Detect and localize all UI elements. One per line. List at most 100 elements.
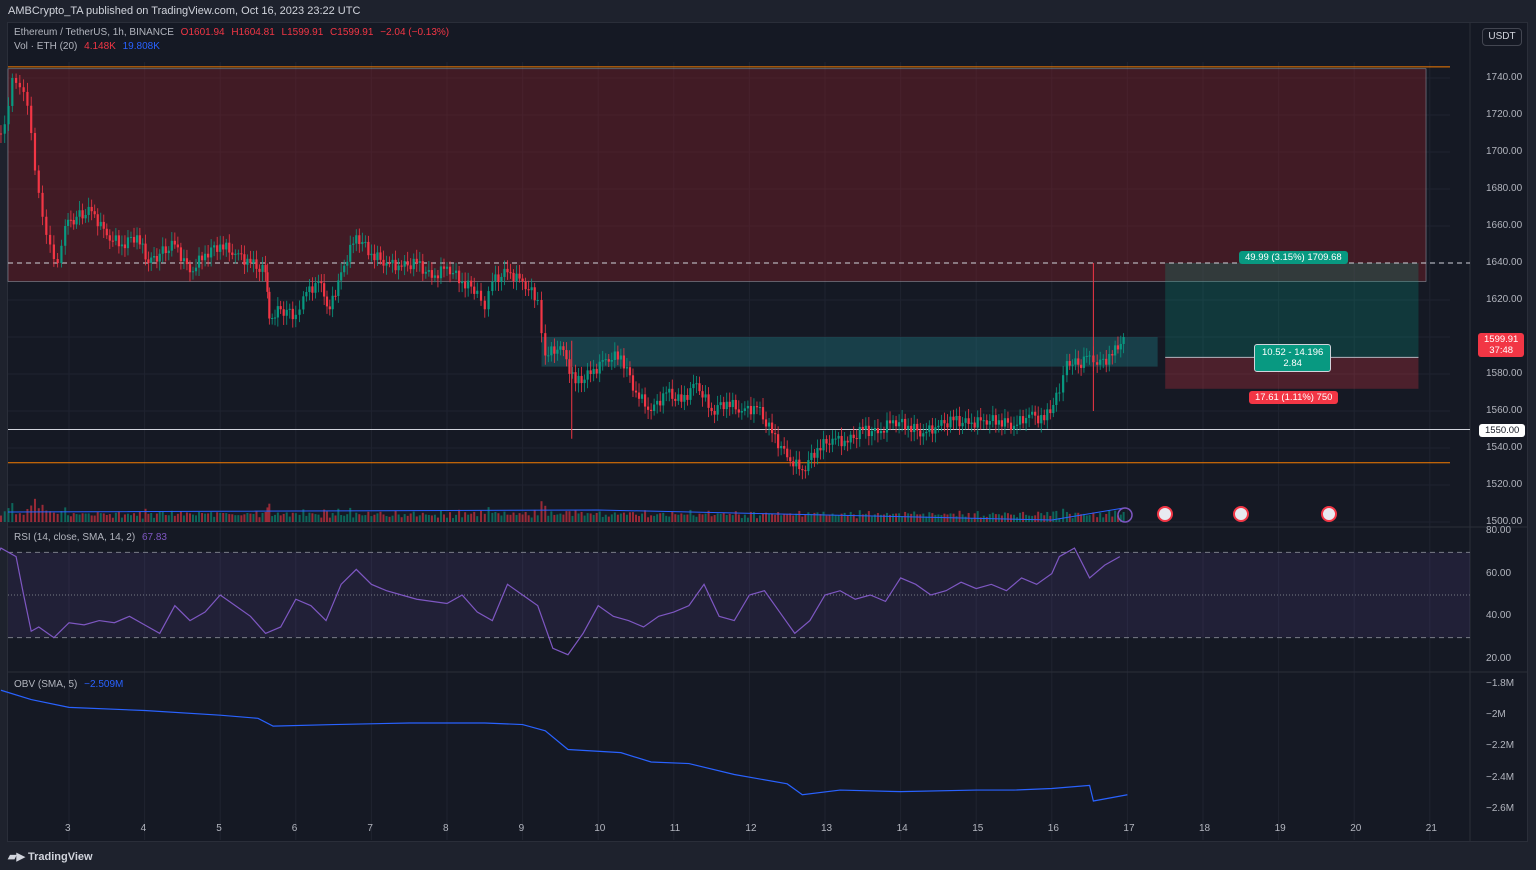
volume-bar — [311, 513, 314, 522]
volume-bar — [308, 512, 311, 522]
tv-icon: ▰▶ — [8, 851, 28, 863]
volume-bar — [577, 513, 580, 522]
candle-body — [464, 281, 467, 289]
volume-bar — [198, 512, 201, 522]
rsi-label[interactable]: RSI (14, close, SMA, 14, 2) — [14, 532, 136, 543]
volume-bar — [15, 514, 18, 522]
candle-body — [764, 419, 768, 427]
volume-bar — [237, 515, 240, 522]
volume-bar — [436, 517, 439, 522]
volume-bar — [595, 512, 598, 522]
candle-body — [904, 418, 907, 430]
price-axis-label: 1700.00 — [1486, 146, 1523, 157]
candle-body — [18, 82, 21, 88]
candle-body — [483, 300, 486, 310]
candle-body — [249, 258, 252, 263]
volume-bar — [3, 511, 6, 522]
candle-body — [777, 434, 780, 449]
volume-bar — [755, 518, 758, 522]
candle-body — [311, 286, 314, 293]
volume-bar — [497, 513, 500, 522]
obv-label[interactable]: OBV (SMA, 5) — [14, 679, 78, 690]
volume-bar — [317, 514, 320, 522]
candle-body — [662, 393, 665, 406]
volume-bar — [442, 514, 445, 522]
volume-bar — [1022, 511, 1025, 522]
candle-body — [834, 438, 837, 440]
candle-body — [925, 431, 928, 434]
candle-body — [701, 391, 704, 398]
volume-bar — [1003, 512, 1006, 522]
price-axis-label: 1520.00 — [1486, 479, 1523, 490]
position-info-label[interactable]: 10.52 - 14.196 2.84 — [1254, 344, 1332, 372]
volume-bar — [126, 513, 129, 522]
candle-body — [144, 243, 147, 260]
candle-body — [379, 252, 382, 260]
chart-area[interactable] — [7, 22, 1528, 842]
tradingview-logo[interactable]: ▰▶ TradingView — [8, 850, 93, 863]
candle-body — [391, 259, 394, 264]
candle-body — [792, 461, 795, 467]
volume-bar — [783, 513, 786, 522]
candle-body — [758, 407, 762, 409]
candle-body — [671, 388, 674, 399]
candle-body — [194, 267, 198, 272]
candle-body — [852, 434, 855, 439]
volume-bar — [26, 509, 29, 522]
candle-body — [479, 290, 483, 301]
rsi-axis-label: 80.00 — [1486, 525, 1512, 536]
candle-body — [72, 219, 75, 225]
volume-bar — [598, 511, 601, 522]
volume-bar — [52, 512, 55, 522]
volume-bar — [268, 503, 271, 522]
volume-label[interactable]: Vol · ETH (20) — [14, 41, 78, 52]
volume-bar — [30, 505, 33, 522]
volume-bar — [33, 498, 36, 522]
candle-body — [518, 273, 521, 279]
candle-body — [264, 264, 267, 273]
candle-body — [625, 367, 629, 369]
candle-body — [228, 242, 231, 253]
volume-bar — [409, 513, 412, 522]
candle-body — [1088, 355, 1091, 357]
candle-body — [910, 425, 913, 433]
volume-bar — [1122, 511, 1125, 522]
currency-button[interactable]: USDT — [1482, 28, 1522, 46]
volume-bar — [846, 515, 849, 522]
volume-bar — [391, 515, 394, 522]
volume-bar — [701, 514, 704, 522]
volume-bar — [864, 513, 867, 522]
volume-bar — [801, 516, 804, 522]
candle-body — [442, 266, 446, 269]
time-axis-label: 15 — [972, 823, 984, 834]
candle-body — [340, 272, 343, 281]
volume-bar — [934, 514, 937, 522]
volume-bar — [1006, 513, 1009, 522]
candle-body — [901, 418, 904, 423]
volume-bar — [1077, 512, 1080, 522]
volume-bar — [979, 517, 982, 522]
candle-body — [258, 268, 261, 272]
candle-body — [155, 256, 158, 262]
candle-body — [737, 409, 740, 413]
candle-body — [90, 206, 93, 212]
volume-bar — [946, 514, 949, 522]
time-axis-label: 17 — [1123, 823, 1135, 834]
symbol-label[interactable]: Ethereum / TetherUS, 1h, BINANCE — [14, 27, 174, 38]
volume-bar — [461, 517, 464, 522]
candle-body — [1003, 418, 1007, 427]
brand-label: TradingView — [27, 851, 93, 863]
volume-bar — [698, 513, 701, 522]
candle-body — [1049, 409, 1052, 414]
candle-body — [400, 265, 403, 267]
candle-body — [668, 388, 671, 393]
volume-bar — [1028, 515, 1031, 522]
candle-body — [167, 250, 170, 254]
candle-body — [1018, 416, 1022, 425]
volume-bar — [503, 511, 506, 522]
candle-body — [879, 430, 883, 434]
volume-bar — [1088, 515, 1091, 522]
volume-bar — [638, 516, 641, 522]
candle-body — [562, 346, 565, 351]
